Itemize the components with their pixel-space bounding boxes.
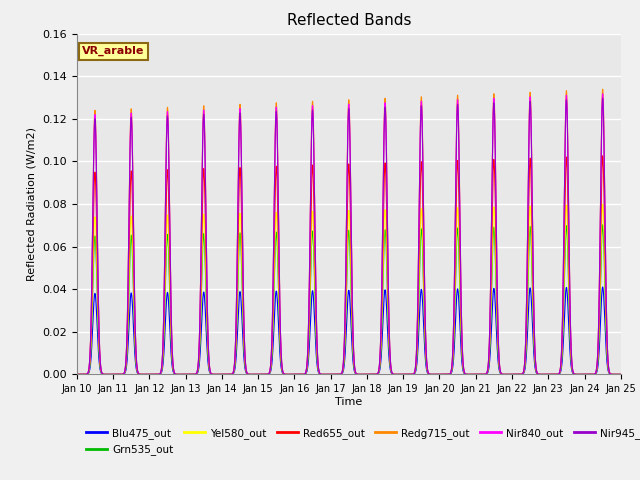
Red655_out — [424, 369, 431, 374]
Blu475_out — [276, 358, 284, 364]
Line: Redg715_out: Redg715_out — [77, 89, 621, 374]
Grn535_out — [599, 222, 607, 228]
Nir840_out — [189, 372, 197, 377]
Nir840_out — [184, 372, 191, 377]
Nir945_out — [599, 96, 607, 101]
Nir840_out — [73, 372, 81, 377]
Legend: Blu475_out, Grn535_out, Yel580_out, Red655_out, Redg715_out, Nir840_out, Nir945_: Blu475_out, Grn535_out, Yel580_out, Red6… — [82, 424, 640, 459]
Nir945_out — [617, 372, 625, 377]
Yel580_out — [73, 372, 81, 377]
Grn535_out — [501, 372, 509, 377]
Yel580_out — [276, 346, 284, 351]
Text: VR_arable: VR_arable — [82, 46, 145, 56]
Grn535_out — [615, 372, 623, 377]
Nir840_out — [615, 372, 623, 377]
Nir840_out — [617, 372, 625, 377]
Redg715_out — [501, 372, 509, 377]
Redg715_out — [424, 368, 431, 374]
Red655_out — [276, 338, 284, 344]
Redg715_out — [189, 372, 197, 377]
Yel580_out — [599, 201, 607, 207]
Yel580_out — [189, 372, 197, 377]
Nir840_out — [424, 368, 431, 374]
Red655_out — [184, 372, 191, 377]
Blu475_out — [615, 372, 623, 377]
Nir945_out — [501, 372, 509, 377]
Red655_out — [599, 153, 607, 159]
Grn535_out — [73, 372, 81, 377]
Y-axis label: Reflected Radiation (W/m2): Reflected Radiation (W/m2) — [27, 127, 36, 281]
Grn535_out — [617, 372, 625, 377]
Red655_out — [615, 372, 623, 377]
Yel580_out — [424, 370, 431, 375]
Line: Grn535_out: Grn535_out — [77, 225, 621, 374]
Nir945_out — [189, 372, 197, 377]
Red655_out — [617, 372, 625, 377]
X-axis label: Time: Time — [335, 397, 362, 407]
Line: Yel580_out: Yel580_out — [77, 204, 621, 374]
Blu475_out — [73, 372, 81, 377]
Line: Red655_out: Red655_out — [77, 156, 621, 374]
Yel580_out — [184, 372, 191, 377]
Blu475_out — [617, 372, 625, 377]
Red655_out — [73, 372, 81, 377]
Nir945_out — [424, 368, 431, 374]
Nir945_out — [615, 372, 623, 377]
Blu475_out — [501, 372, 509, 377]
Grn535_out — [189, 372, 197, 377]
Nir945_out — [184, 372, 191, 377]
Title: Reflected Bands: Reflected Bands — [287, 13, 411, 28]
Blu475_out — [184, 372, 191, 377]
Line: Nir945_out: Nir945_out — [77, 98, 621, 374]
Grn535_out — [424, 370, 431, 375]
Blu475_out — [599, 284, 607, 290]
Redg715_out — [73, 372, 81, 377]
Blu475_out — [189, 372, 197, 377]
Line: Blu475_out: Blu475_out — [77, 287, 621, 374]
Nir945_out — [73, 372, 81, 377]
Nir840_out — [501, 372, 509, 377]
Blu475_out — [424, 371, 431, 376]
Yel580_out — [501, 372, 509, 377]
Yel580_out — [615, 372, 623, 377]
Redg715_out — [599, 86, 607, 92]
Redg715_out — [276, 328, 284, 334]
Nir840_out — [276, 329, 284, 335]
Nir840_out — [599, 91, 607, 96]
Red655_out — [501, 372, 509, 377]
Redg715_out — [615, 372, 623, 377]
Grn535_out — [276, 348, 284, 354]
Red655_out — [189, 372, 197, 377]
Grn535_out — [184, 372, 191, 377]
Redg715_out — [184, 372, 191, 377]
Line: Nir840_out: Nir840_out — [77, 94, 621, 374]
Yel580_out — [617, 372, 625, 377]
Redg715_out — [617, 372, 625, 377]
Nir945_out — [276, 329, 284, 335]
